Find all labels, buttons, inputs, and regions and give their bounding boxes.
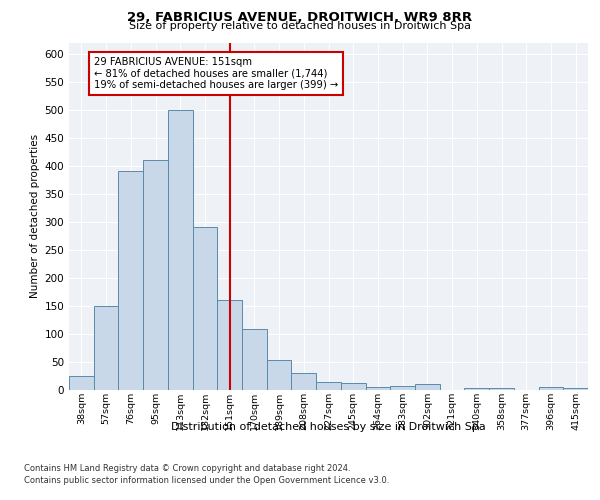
- Bar: [390, 386, 415, 390]
- Bar: [489, 388, 514, 390]
- Bar: [193, 228, 217, 390]
- Bar: [464, 388, 489, 390]
- Y-axis label: Number of detached properties: Number of detached properties: [30, 134, 40, 298]
- Bar: [292, 373, 316, 390]
- Bar: [118, 172, 143, 390]
- Bar: [143, 160, 168, 390]
- Bar: [415, 384, 440, 390]
- Bar: [563, 388, 588, 390]
- Bar: [539, 387, 563, 390]
- Bar: [69, 376, 94, 390]
- Bar: [94, 306, 118, 390]
- Text: 29 FABRICIUS AVENUE: 151sqm
← 81% of detached houses are smaller (1,744)
19% of : 29 FABRICIUS AVENUE: 151sqm ← 81% of det…: [94, 56, 338, 90]
- Bar: [168, 110, 193, 390]
- Bar: [217, 300, 242, 390]
- Text: Contains public sector information licensed under the Open Government Licence v3: Contains public sector information licen…: [24, 476, 389, 485]
- Text: Size of property relative to detached houses in Droitwich Spa: Size of property relative to detached ho…: [129, 21, 471, 31]
- Bar: [316, 382, 341, 390]
- Text: 29, FABRICIUS AVENUE, DROITWICH, WR9 8RR: 29, FABRICIUS AVENUE, DROITWICH, WR9 8RR: [127, 11, 473, 24]
- Bar: [267, 360, 292, 390]
- Bar: [242, 330, 267, 390]
- Bar: [365, 386, 390, 390]
- Text: Contains HM Land Registry data © Crown copyright and database right 2024.: Contains HM Land Registry data © Crown c…: [24, 464, 350, 473]
- Bar: [341, 384, 365, 390]
- Text: Distribution of detached houses by size in Droitwich Spa: Distribution of detached houses by size …: [172, 422, 486, 432]
